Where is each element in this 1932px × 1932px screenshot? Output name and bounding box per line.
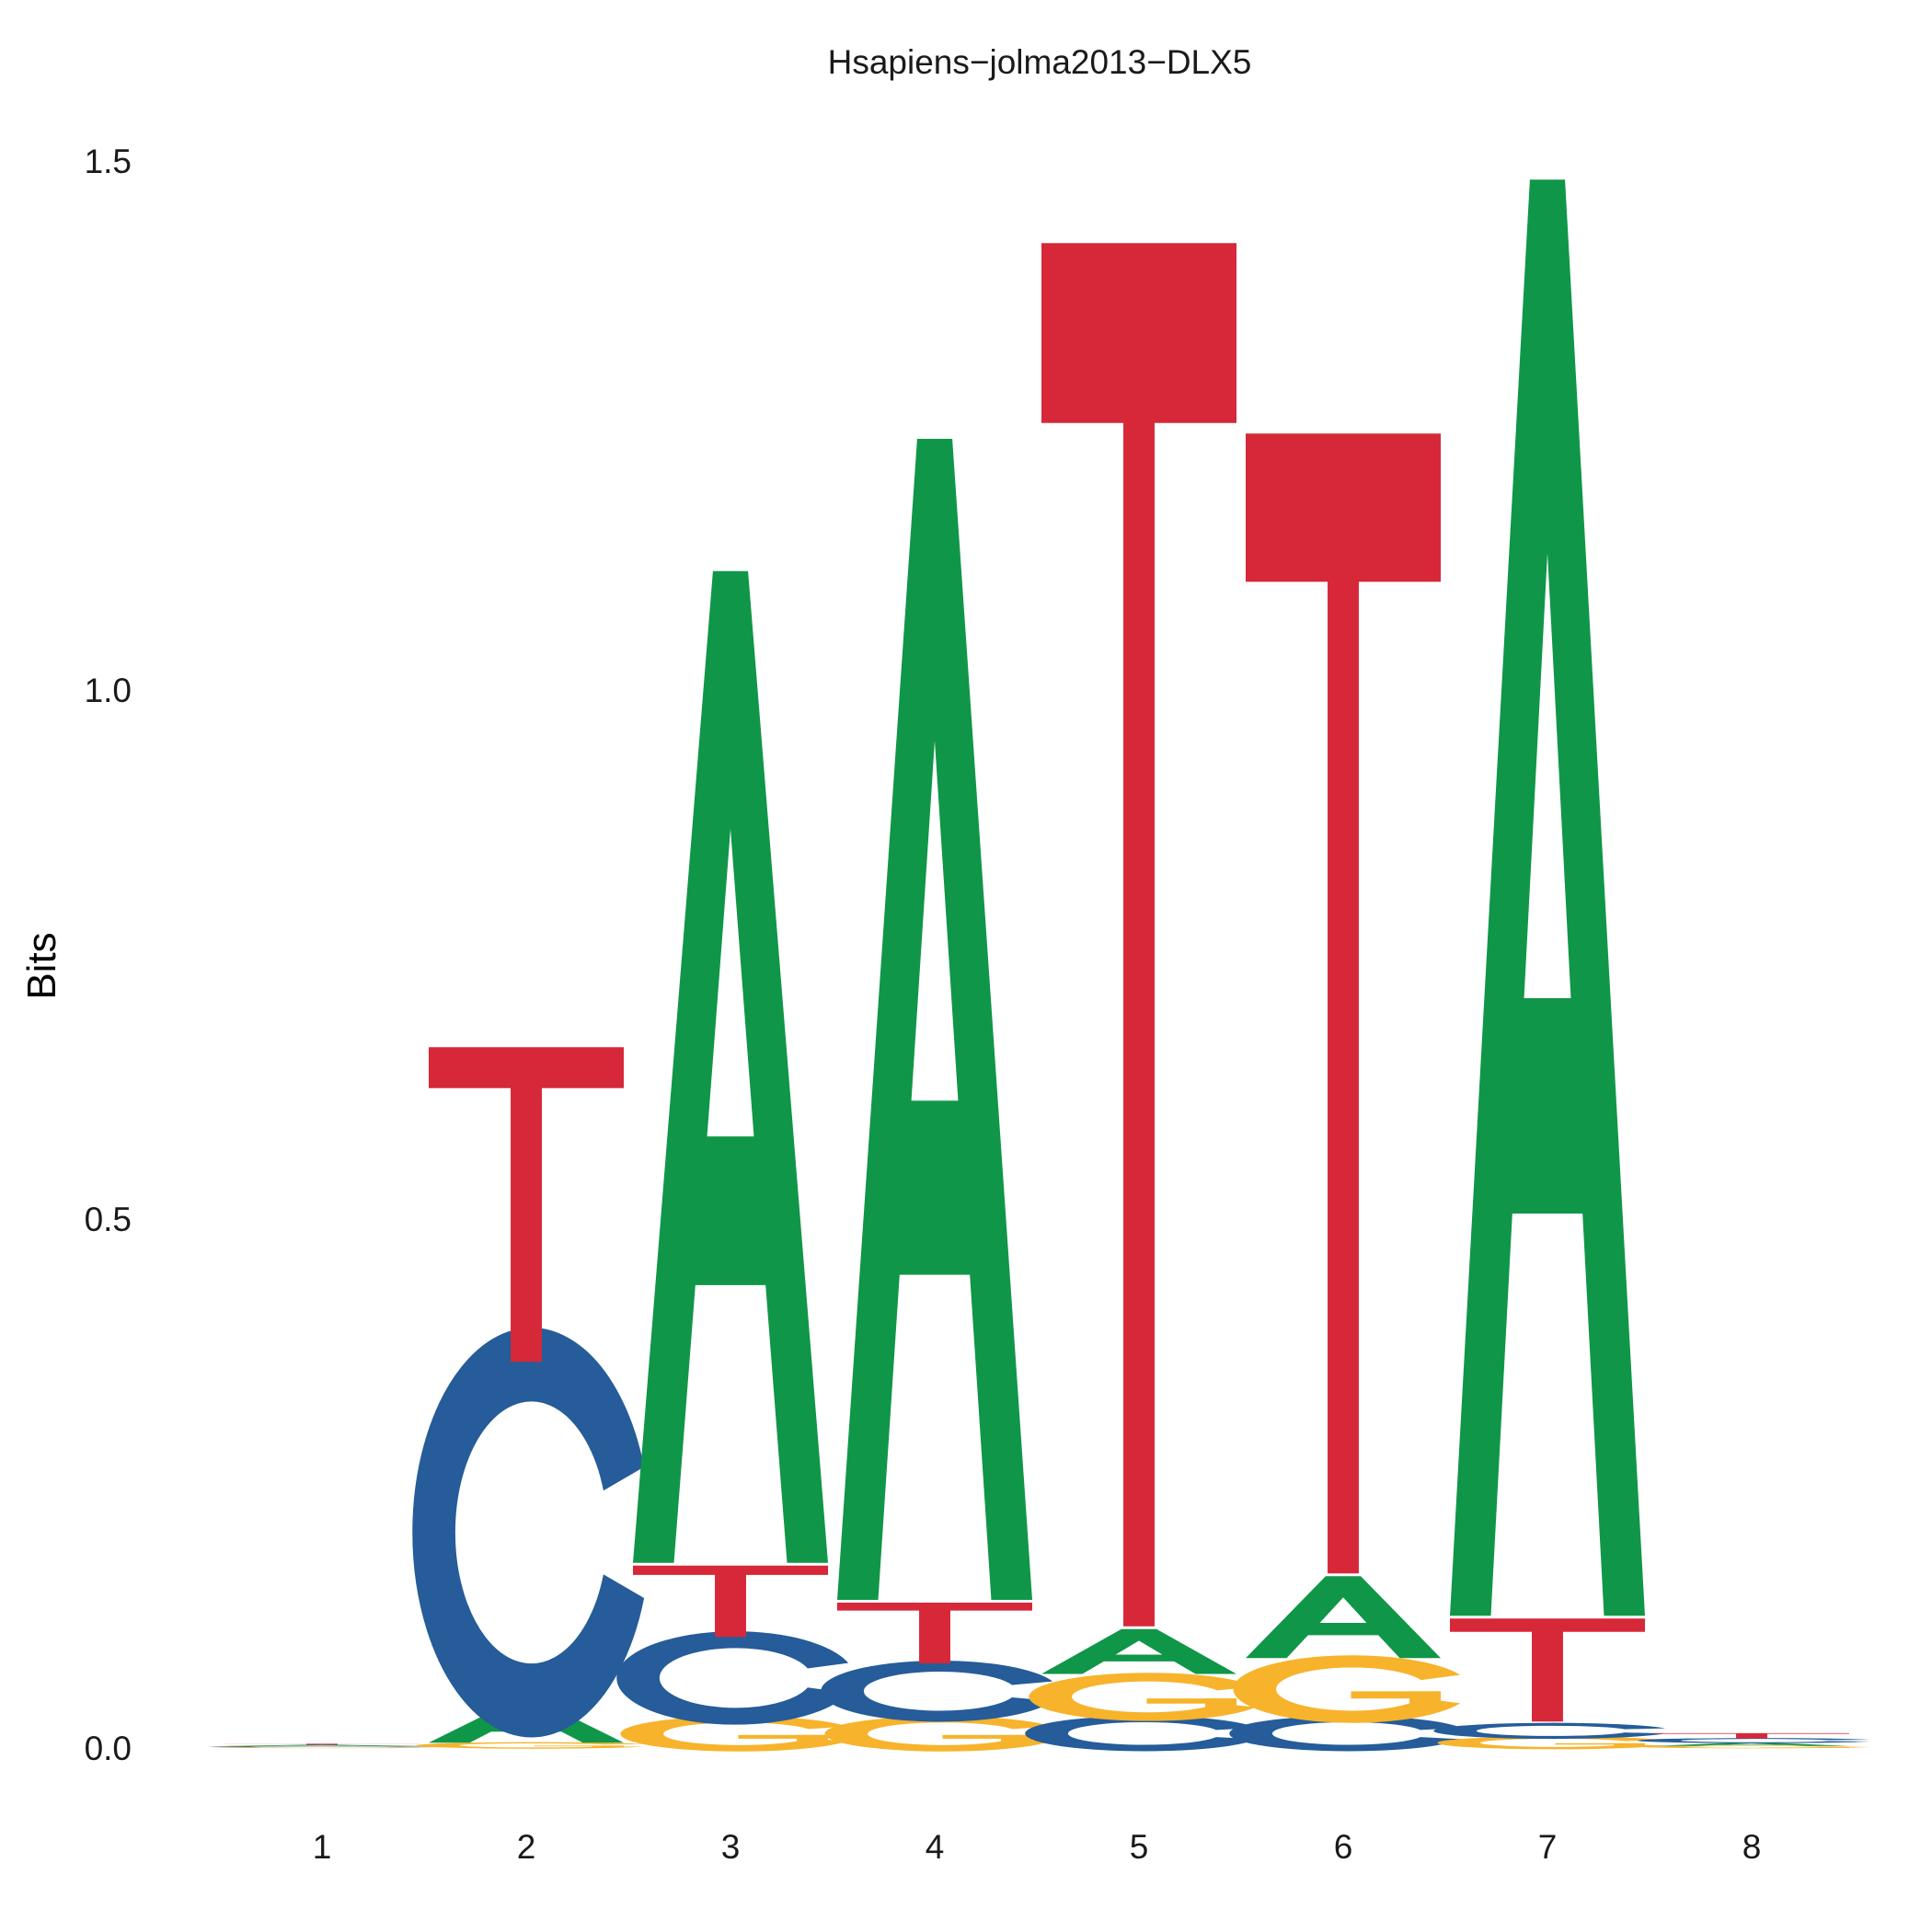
logo-letter-t-pos8: [1654, 1732, 1849, 1739]
x-tick-label: 3: [721, 1828, 741, 1866]
logo-letter-g-pos7: [1437, 1736, 1665, 1750]
x-tick-label: 8: [1742, 1828, 1762, 1866]
logo-letter-a-pos2: [429, 1703, 624, 1743]
logo-stacks: [224, 179, 1870, 1752]
x-tick-label: 5: [1130, 1828, 1149, 1866]
y-tick-label: 1.0: [85, 672, 132, 709]
logo-letter-a-pos7: [1450, 179, 1645, 1616]
logo-letter-g-pos1: [234, 1747, 420, 1748]
x-tick-label: 4: [926, 1828, 945, 1866]
logo-letter-c-pos3: [616, 1631, 849, 1725]
x-tick-label: 2: [517, 1828, 536, 1866]
logo-letter-a-pos5: [1041, 1628, 1236, 1674]
x-tick-label: 1: [313, 1828, 332, 1866]
logo-letter-c-pos7: [1433, 1722, 1666, 1740]
logo-letter-c-pos5: [1025, 1716, 1258, 1752]
logo-letter-g-pos2: [416, 1742, 644, 1749]
logo-letter-a-pos1: [224, 1744, 420, 1746]
logo-letter-t-pos4: [837, 1603, 1032, 1663]
logo-letter-c-pos1: [230, 1746, 420, 1747]
logo-letter-g-pos5: [1029, 1673, 1257, 1721]
y-tick-label: 1.5: [85, 143, 132, 180]
logo-letter-t-pos3: [633, 1565, 828, 1638]
logo-letter-a-pos3: [633, 570, 828, 1563]
logo-letter-c-pos2: [412, 1328, 645, 1738]
logo-letter-c-pos8: [1638, 1738, 1870, 1743]
logo-letter-t-pos7: [1450, 1618, 1645, 1722]
logo-letter-t-pos1: [224, 1743, 420, 1745]
logo-letter-c-pos4: [821, 1661, 1053, 1722]
y-axis: 0.0 0.5 1.0 1.5: [85, 143, 132, 1767]
y-tick-label: 0.0: [85, 1730, 132, 1767]
y-axis-title: Bits: [19, 932, 64, 999]
x-axis: 1 2 3 4 5 6 7 8: [313, 1828, 1762, 1866]
logo-letter-a-pos8: [1654, 1742, 1849, 1746]
x-tick-label: 6: [1334, 1828, 1353, 1866]
x-tick-label: 7: [1538, 1828, 1558, 1866]
logo-letter-g-pos6: [1233, 1655, 1461, 1723]
logo-letter-a-pos4: [837, 439, 1032, 1600]
logo-letter-g-pos8: [1641, 1745, 1869, 1749]
logo-letter-c-pos6: [1229, 1716, 1462, 1752]
y-tick-label: 0.5: [85, 1201, 132, 1238]
logo-letter-t-pos2: [429, 1047, 624, 1363]
chart-title: Hsapiens−jolma2013−DLX5: [828, 43, 1252, 81]
logo-letter-a-pos6: [1246, 1576, 1441, 1659]
logo-letter-g-pos4: [824, 1716, 1052, 1752]
logo-letter-t-pos5: [1041, 243, 1236, 1627]
logo-letter-t-pos6: [1246, 433, 1441, 1574]
